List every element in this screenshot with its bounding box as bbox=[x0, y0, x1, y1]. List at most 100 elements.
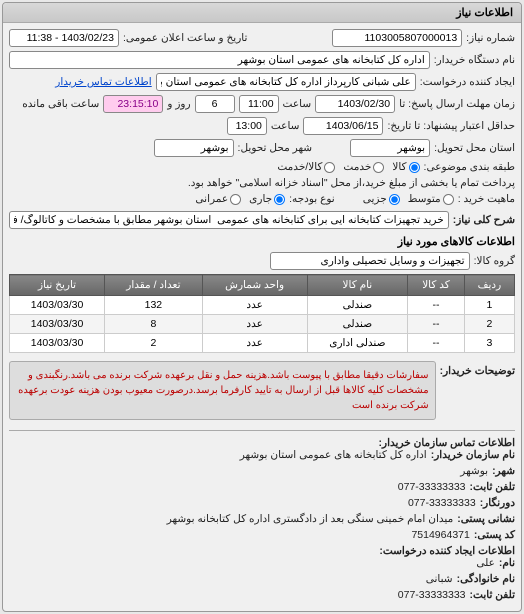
group-label: گروه کالا: bbox=[474, 255, 515, 267]
table-header: کد کالا bbox=[408, 275, 465, 296]
f-phone: 077-33333333 bbox=[398, 589, 466, 601]
budget-type-label: نوع بودجه: bbox=[289, 193, 335, 205]
requester-input[interactable] bbox=[156, 73, 416, 91]
table-row[interactable]: 3--صندلی اداریعدد21403/03/30 bbox=[10, 334, 515, 353]
f-name-label: نام: bbox=[499, 557, 515, 569]
table-cell: عدد bbox=[202, 296, 307, 315]
table-header: ردیف bbox=[464, 275, 514, 296]
f-lname: شبانی bbox=[426, 573, 453, 585]
table-header: واحد شمارش bbox=[202, 275, 307, 296]
budget-radio-goods[interactable] bbox=[409, 162, 420, 173]
f-postal-label: نشانی پستی: bbox=[457, 513, 515, 525]
table-cell: -- bbox=[408, 334, 465, 353]
valid-date-input[interactable] bbox=[303, 117, 383, 135]
budget-radio-group: کالا خدمت کالا/خدمت bbox=[277, 161, 419, 173]
nature-opt1: متوسط bbox=[408, 193, 441, 205]
panel-body: شماره نیاز: تاریخ و ساعت اعلان عمومی: نا… bbox=[3, 23, 521, 611]
budget-type-radio-group: جاری عمرانی bbox=[195, 193, 285, 205]
loc-label: استان محل تحویل: bbox=[434, 142, 515, 154]
table-cell: 1403/03/30 bbox=[10, 296, 105, 315]
buyer-desc-label: توضیحات خریدار: bbox=[440, 361, 515, 377]
f-zip-label: کد پستی: bbox=[474, 529, 515, 541]
loc-city-input[interactable] bbox=[154, 139, 234, 157]
days-input[interactable] bbox=[195, 95, 235, 113]
table-cell: 1403/03/30 bbox=[10, 315, 105, 334]
group-input[interactable] bbox=[270, 252, 470, 270]
table-cell: صندلی اداری bbox=[307, 334, 408, 353]
bt-radio-current[interactable] bbox=[274, 194, 285, 205]
f-tel: 077-33333333 bbox=[398, 481, 466, 493]
need-no-label: شماره نیاز: bbox=[466, 32, 515, 44]
nature-radio-mid[interactable] bbox=[443, 194, 454, 205]
items-section-title: اطلاعات کالاهای مورد نیاز bbox=[9, 235, 515, 248]
f-city: بوشهر bbox=[460, 465, 488, 477]
budget-radio-service[interactable] bbox=[373, 162, 384, 173]
days-label: روز و bbox=[167, 98, 190, 110]
f-org-label: نام سازمان خریدار: bbox=[431, 449, 515, 461]
valid-time-input[interactable] bbox=[227, 117, 267, 135]
nature-radio-small[interactable] bbox=[389, 194, 400, 205]
deadline-time-input[interactable] bbox=[239, 95, 279, 113]
table-cell: 1 bbox=[464, 296, 514, 315]
bt-opt1: جاری bbox=[249, 193, 272, 205]
f-org: اداره کل کتابخانه های عمومی استان بوشهر bbox=[240, 449, 427, 461]
requester-label: ایجاد کننده درخواست: bbox=[420, 76, 515, 88]
budget-opt3: کالا/خدمت bbox=[277, 161, 322, 173]
deadline-date-input[interactable] bbox=[315, 95, 395, 113]
budget-radio-both[interactable] bbox=[324, 162, 335, 173]
table-cell: صندلی bbox=[307, 315, 408, 334]
f-phone-label: تلفن ثابت: bbox=[470, 589, 515, 601]
f-tel2-label: دورنگار: bbox=[480, 497, 515, 509]
main-panel: اطلاعات نیاز شماره نیاز: تاریخ و ساعت اع… bbox=[2, 2, 522, 612]
buyer-desc-box: سفارشات دقیقا مطابق با پیوست باشد.هزینه … bbox=[9, 361, 436, 420]
budget-opt2: خدمت bbox=[343, 161, 371, 173]
f-name: علی bbox=[476, 557, 495, 569]
nature-label: ماهیت خرید : bbox=[458, 193, 515, 205]
nature-radio-group: متوسط جزیی bbox=[363, 193, 454, 205]
remain-label: ساعت باقی مانده bbox=[22, 98, 99, 110]
nature-opt2: جزیی bbox=[363, 193, 387, 205]
bt-radio-dev[interactable] bbox=[230, 194, 241, 205]
loc-province-input[interactable] bbox=[350, 139, 430, 157]
buyer-org-label: نام دستگاه خریدار: bbox=[434, 54, 515, 66]
need-no-input[interactable] bbox=[332, 29, 462, 47]
datetime-label: تاریخ و ساعت اعلان عمومی: bbox=[123, 32, 247, 44]
datetime-input[interactable] bbox=[9, 29, 119, 47]
valid-label: حداقل اعتبار پیشنهاد: تا تاریخ: bbox=[387, 120, 515, 132]
footer-title: اطلاعات تماس سازمان خریدار: bbox=[9, 437, 515, 449]
table-header: تاریخ نیاز bbox=[10, 275, 105, 296]
contact-link[interactable]: اطلاعات تماس خریدار bbox=[55, 76, 151, 88]
f-zip: 7514964371 bbox=[411, 529, 469, 541]
budget-opt1: کالا bbox=[392, 161, 406, 173]
table-cell: عدد bbox=[202, 315, 307, 334]
table-cell: 2 bbox=[105, 334, 203, 353]
panel-title: اطلاعات نیاز bbox=[3, 3, 521, 23]
payment-label: پرداخت تمام یا بخشی از مبلغ خرید،از محل … bbox=[188, 177, 515, 189]
f-tel2: 077-33333333 bbox=[408, 497, 476, 509]
table-cell: عدد bbox=[202, 334, 307, 353]
bt-opt2: عمرانی bbox=[195, 193, 228, 205]
valid-time-label: ساعت bbox=[271, 120, 300, 132]
f-tel-label: تلفن ثابت: bbox=[470, 481, 515, 493]
f-lname-label: نام خانوادگی: bbox=[457, 573, 515, 585]
buyer-org-input[interactable] bbox=[9, 51, 430, 69]
table-cell: 2 bbox=[464, 315, 514, 334]
items-table: ردیفکد کالانام کالاواحد شمارشتعداد / مقد… bbox=[9, 274, 515, 353]
table-header: تعداد / مقدار bbox=[105, 275, 203, 296]
table-cell: 1403/03/30 bbox=[10, 334, 105, 353]
remain-time-input[interactable] bbox=[103, 95, 163, 113]
table-row[interactable]: 1--صندلیعدد1321403/03/30 bbox=[10, 296, 515, 315]
f-postal: میدان امام خمینی سنگی بعد از دادگستری اد… bbox=[167, 513, 453, 525]
f-city-label: شهر: bbox=[492, 465, 515, 477]
need-desc-label: شرح کلی نیاز: bbox=[453, 214, 515, 226]
table-cell: -- bbox=[408, 296, 465, 315]
deadline-label: زمان مهلت ارسال پاسخ: تا bbox=[399, 98, 515, 110]
table-row[interactable]: 2--صندلیعدد81403/03/30 bbox=[10, 315, 515, 334]
f-creator-title: اطلاعات ایجاد کننده درخواست: bbox=[9, 545, 515, 557]
table-header: نام کالا bbox=[307, 275, 408, 296]
city-label: شهر محل تحویل: bbox=[238, 142, 313, 154]
table-cell: صندلی bbox=[307, 296, 408, 315]
need-desc-input[interactable] bbox=[9, 211, 449, 229]
table-cell: 132 bbox=[105, 296, 203, 315]
deadline-time-label: ساعت bbox=[283, 98, 312, 110]
